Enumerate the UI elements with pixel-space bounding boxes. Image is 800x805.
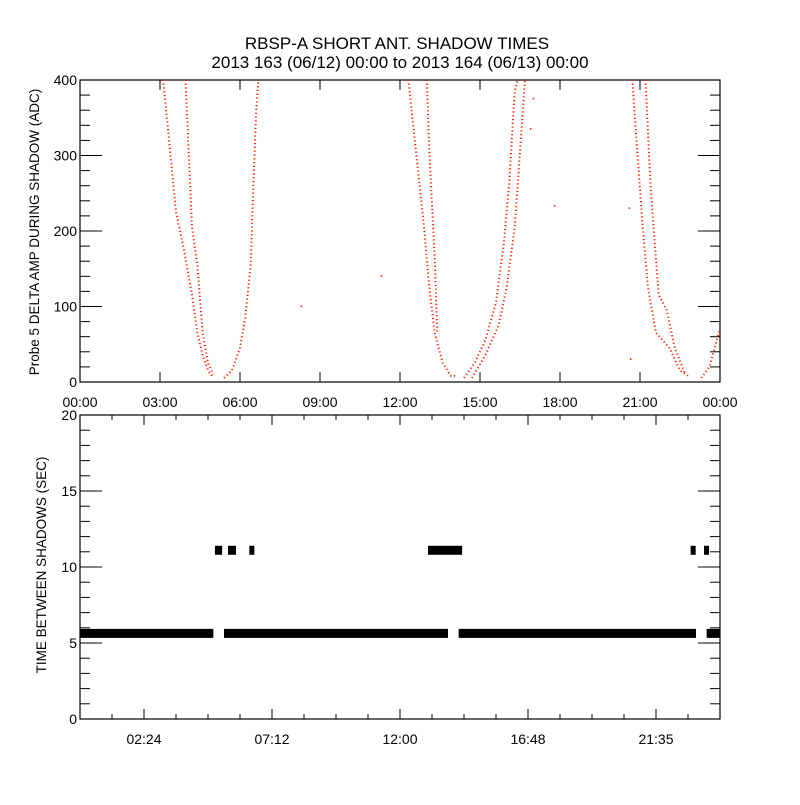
baseline-interval-marks xyxy=(80,628,214,638)
series-pass2-desc-a xyxy=(407,80,456,377)
series-pass3-desc-a xyxy=(631,80,689,377)
top-plot-frame xyxy=(79,79,721,383)
high-interval-marks xyxy=(228,545,236,555)
bottom-x-tick-label: 02:24 xyxy=(126,731,161,747)
isolated-point xyxy=(629,358,632,360)
bottom-x-tick-label: 21:35 xyxy=(638,731,673,747)
series-pass2-desc-b xyxy=(425,80,439,333)
bottom-plot: 0 5 10 15 20 02:24 07:12 12:00 16:48 21:35 xyxy=(61,407,721,747)
top-x-tick-label: 03:00 xyxy=(142,394,177,410)
top-x-tick-label: 06:00 xyxy=(222,394,257,410)
bottom-y-tick-label: 5 xyxy=(69,635,77,651)
isolated-point xyxy=(529,128,532,130)
high-interval-marks xyxy=(214,545,223,555)
bottom-x-tick-label: 07:12 xyxy=(254,731,289,747)
top-x-tick-label: 09:00 xyxy=(302,394,337,410)
isolated-point xyxy=(628,207,631,209)
baseline-interval-marks xyxy=(706,628,720,638)
series-pass2-asc-a xyxy=(463,80,519,379)
isolated-point xyxy=(380,275,383,277)
bottom-x-tick-label: 16:48 xyxy=(510,731,545,747)
top-x-tick-label: 00:00 xyxy=(702,394,737,410)
bottom-y-tick-label: 20 xyxy=(61,407,77,423)
high-interval-marks xyxy=(704,545,709,555)
series-pass1-desc-b xyxy=(184,80,215,375)
top-y-axis-label: Probe 5 DELTA AMP DURING SHADOW (ADC) xyxy=(27,89,42,376)
isolated-point xyxy=(300,305,303,308)
top-data xyxy=(162,80,720,379)
series-pass1-asc xyxy=(223,80,260,379)
bottom-y-tick-label: 0 xyxy=(69,711,77,727)
top-x-tick-label: 12:00 xyxy=(382,394,417,410)
bottom-y-tick-label: 15 xyxy=(61,483,77,499)
top-plot: 0 100 200 300 400 00:00 03:00 06:00 09:00 12:00 15… xyxy=(54,72,738,410)
high-interval-marks xyxy=(690,545,696,555)
top-x-tick-label: 15:00 xyxy=(462,394,497,410)
series-pass3-asc xyxy=(700,328,720,379)
bottom-x-tick-label: 12:00 xyxy=(382,731,417,747)
top-x-tick-label: 18:00 xyxy=(542,394,577,410)
top-y-tick-label: 300 xyxy=(54,148,78,164)
baseline-interval-marks xyxy=(224,628,448,638)
bottom-y-axis-label: TIME BETWEEN SHADOWS (SEC) xyxy=(34,457,49,674)
chart-subtitle: 2013 163 (06/12) 00:00 to 2013 164 (06/1… xyxy=(211,53,588,72)
series-pass1-desc-a xyxy=(162,80,215,379)
top-y-tick-label: 0 xyxy=(69,374,77,390)
high-interval-marks xyxy=(249,545,255,555)
isolated-point xyxy=(553,205,556,207)
chart-title: RBSP-A SHORT ANT. SHADOW TIMES xyxy=(245,34,549,53)
top-y-tick-label: 400 xyxy=(54,72,78,88)
top-x-tick-label: 00:00 xyxy=(62,394,97,410)
series-pass3-desc-b xyxy=(644,80,687,375)
series-pass2-asc-b xyxy=(471,80,527,379)
baseline-interval-marks xyxy=(458,628,696,638)
high-interval-marks xyxy=(428,545,463,555)
isolated-point xyxy=(532,97,535,100)
bottom-plot-frame xyxy=(79,414,721,720)
top-y-tick-label: 200 xyxy=(54,223,78,239)
top-x-tick-label: 21:00 xyxy=(622,394,657,410)
top-y-tick-label: 100 xyxy=(54,299,78,315)
bottom-y-tick-label: 10 xyxy=(61,559,77,575)
